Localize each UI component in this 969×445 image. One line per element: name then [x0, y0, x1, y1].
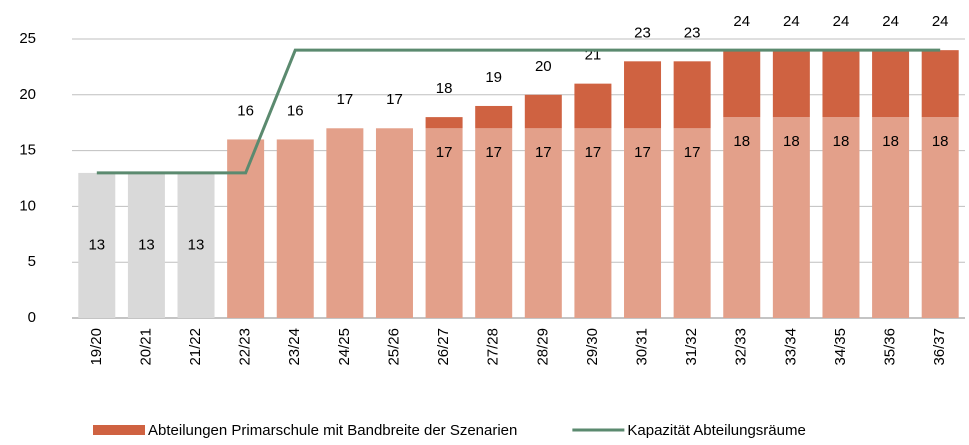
x-tick-label: 20/21	[137, 328, 154, 366]
bar-segment	[624, 61, 662, 129]
value-label: 17	[485, 144, 502, 161]
total-label: 17	[386, 91, 403, 108]
value-label: 18	[932, 133, 949, 150]
bar-segment	[624, 128, 662, 318]
bar-segment	[772, 117, 810, 319]
value-label: 17	[634, 144, 651, 161]
bar-segment	[524, 128, 562, 318]
y-tick-label: 20	[19, 86, 36, 103]
x-tick-label: 27/28	[485, 328, 502, 366]
bar-segment	[673, 128, 711, 318]
bar-segment	[177, 172, 215, 318]
bar-segment	[822, 117, 860, 319]
value-label: 18	[833, 133, 850, 150]
y-tick-label: 0	[28, 309, 36, 326]
x-tick-label: 25/26	[385, 328, 402, 366]
legend-label: Kapazität Abteilungsräume	[627, 422, 805, 439]
total-label: 24	[932, 13, 949, 30]
y-tick-label: 15	[19, 142, 36, 159]
total-label: 17	[337, 91, 354, 108]
bar-segment	[772, 50, 810, 118]
legend-swatch	[93, 425, 145, 435]
x-tick-label: 33/34	[782, 328, 799, 366]
total-label: 23	[684, 24, 701, 41]
x-tick-label: 31/32	[683, 328, 700, 366]
total-label: 24	[882, 13, 899, 30]
bar-segment	[127, 172, 165, 318]
x-tick-label: 22/23	[237, 328, 254, 366]
x-tick-label: 26/27	[435, 328, 452, 366]
bar-segment	[475, 128, 513, 318]
value-label: 18	[733, 133, 750, 150]
bar-segment	[425, 128, 463, 318]
y-tick-label: 5	[28, 253, 36, 270]
y-tick-label: 25	[19, 30, 36, 47]
x-tick-label: 23/24	[286, 328, 303, 366]
value-label: 13	[138, 236, 155, 253]
x-tick-label: 32/33	[733, 328, 750, 366]
total-label: 24	[833, 13, 850, 30]
total-label: 16	[287, 102, 304, 119]
value-label: 18	[783, 133, 800, 150]
value-label: 17	[535, 144, 552, 161]
total-label: 18	[436, 80, 453, 97]
legend-label: Abteilungen Primarschule mit Bandbreite …	[148, 422, 517, 439]
x-tick-label: 30/31	[633, 328, 650, 366]
value-label: 13	[88, 236, 105, 253]
x-tick-label: 28/29	[534, 328, 551, 366]
total-label: 19	[485, 69, 502, 86]
line	[96, 48, 941, 175]
bar-segment	[78, 172, 116, 318]
x-tick-label: 36/37	[931, 328, 948, 366]
total-label: 24	[783, 13, 800, 30]
bar-segment	[723, 50, 761, 118]
total-label: 23	[634, 24, 651, 41]
bar-segment	[524, 94, 562, 129]
value-label: 17	[684, 144, 701, 161]
value-label: 18	[882, 133, 899, 150]
bar-segment	[425, 117, 463, 129]
value-label: 17	[436, 144, 453, 161]
bar-segment	[872, 50, 910, 118]
x-tick-label: 24/25	[336, 328, 353, 366]
bar-segment	[475, 105, 513, 129]
bar-segment	[574, 83, 612, 129]
x-tick-label: 29/30	[584, 328, 601, 366]
y-tick-label: 10	[19, 197, 36, 214]
bar-segment	[822, 50, 860, 118]
total-label: 16	[237, 102, 254, 119]
x-tick-label: 19/20	[88, 328, 105, 366]
x-tick-label: 35/36	[882, 328, 899, 366]
value-label: 13	[188, 236, 205, 253]
value-label: 17	[585, 144, 602, 161]
x-tick-label: 21/22	[187, 328, 204, 366]
bar-segment	[326, 128, 364, 318]
bar-segment	[375, 128, 413, 318]
bar-segment	[574, 128, 612, 318]
bar-segment	[227, 139, 265, 318]
bar-segment	[921, 50, 959, 118]
total-label: 20	[535, 58, 552, 75]
bar-segment	[276, 139, 314, 318]
total-label: 24	[733, 13, 750, 30]
bar-segment	[723, 117, 761, 319]
x-tick-label: 34/35	[832, 328, 849, 366]
bar-segment	[921, 117, 959, 319]
bar-segment	[872, 117, 910, 319]
bar-segment	[673, 61, 711, 129]
